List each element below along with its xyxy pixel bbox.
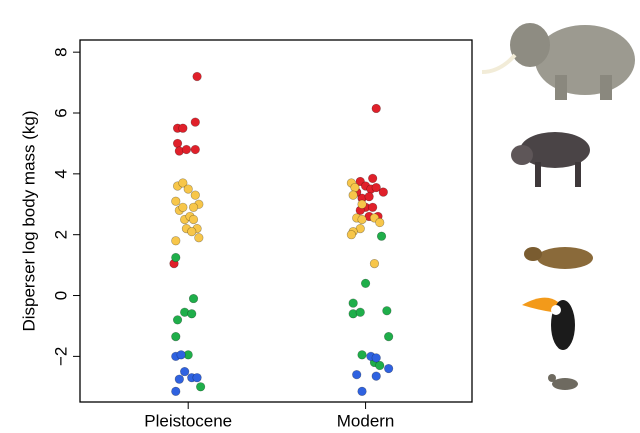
- chart: Disperser log body mass (kg) −2 0 2 4 6 8 Plei…: [0, 0, 640, 428]
- y-tick-label: −2: [51, 347, 70, 366]
- point: [356, 308, 365, 317]
- point: [177, 351, 186, 360]
- point: [193, 373, 202, 382]
- point: [383, 306, 392, 315]
- tapir: [511, 132, 590, 187]
- point: [372, 354, 381, 363]
- y-tick-label: 4: [51, 169, 70, 178]
- point: [372, 372, 381, 381]
- point: [349, 191, 358, 200]
- point: [171, 197, 180, 206]
- point: [365, 192, 374, 201]
- point: [184, 185, 193, 194]
- point: [171, 236, 180, 245]
- point: [193, 72, 202, 81]
- point: [379, 188, 388, 197]
- point: [182, 145, 191, 154]
- point: [171, 253, 180, 262]
- point: [361, 279, 370, 288]
- point: [175, 375, 184, 384]
- point: [189, 294, 198, 303]
- point: [171, 332, 180, 341]
- y-tick-label: 0: [51, 291, 70, 300]
- point: [377, 232, 386, 241]
- point: [191, 118, 200, 127]
- x-tick-label: Modern: [337, 411, 395, 428]
- toucan: [522, 298, 575, 350]
- point: [352, 370, 361, 379]
- y-tick-label: 6: [51, 108, 70, 117]
- point: [189, 203, 198, 212]
- point: [384, 332, 393, 341]
- point: [171, 387, 180, 396]
- point: [351, 183, 360, 192]
- point: [372, 104, 381, 113]
- point: [358, 351, 367, 360]
- point: [370, 259, 379, 268]
- point: [191, 191, 200, 200]
- point: [368, 174, 377, 183]
- point: [358, 215, 367, 224]
- point: [189, 215, 198, 224]
- point: [368, 203, 377, 212]
- small-bird: [548, 374, 578, 390]
- point: [358, 200, 367, 209]
- point: [349, 299, 358, 308]
- point: [179, 203, 188, 212]
- point: [187, 309, 196, 318]
- y-tick-label: 2: [51, 230, 70, 239]
- agouti: [524, 247, 593, 269]
- point: [196, 382, 205, 391]
- point: [180, 367, 189, 376]
- point: [384, 364, 393, 373]
- point: [358, 387, 367, 396]
- point: [191, 145, 200, 154]
- point: [375, 361, 384, 370]
- illustrations: [482, 23, 635, 390]
- y-tick-label: 8: [51, 47, 70, 56]
- point: [173, 316, 182, 325]
- point: [187, 227, 196, 236]
- point: [375, 218, 384, 227]
- point: [195, 233, 204, 242]
- x-tick-label: Pleistocene: [144, 411, 232, 428]
- y-axis-label: Disperser log body mass (kg): [19, 110, 38, 331]
- point: [347, 230, 356, 239]
- elephant: [482, 23, 635, 100]
- point: [179, 124, 188, 133]
- plot-frame: [80, 40, 472, 402]
- point: [173, 139, 182, 148]
